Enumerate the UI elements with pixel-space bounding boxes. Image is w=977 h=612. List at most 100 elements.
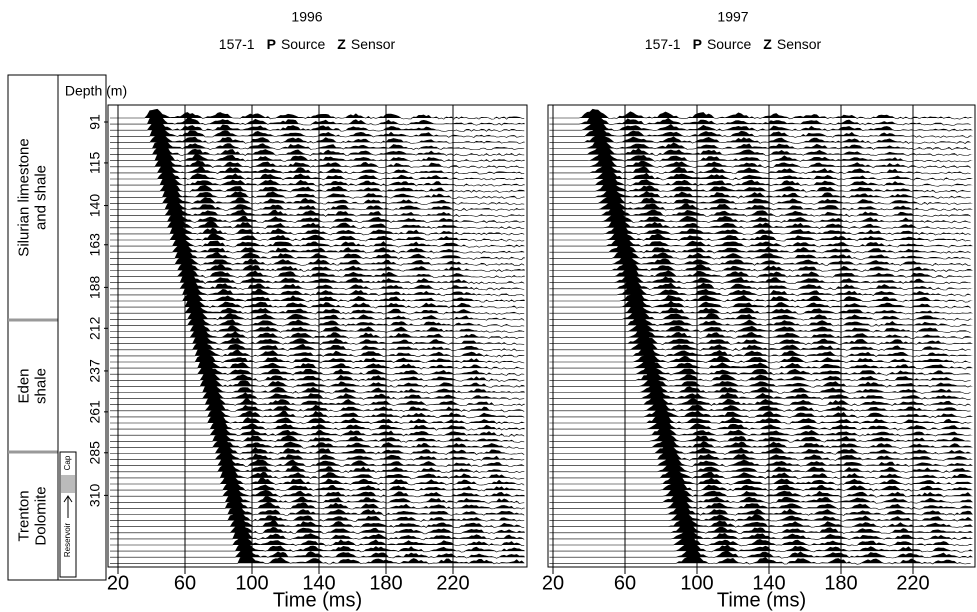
trace (549, 176, 971, 187)
trace (110, 296, 525, 309)
trace-fill (110, 406, 525, 417)
trace-fill (549, 486, 973, 497)
trace (110, 438, 525, 449)
trace-fill (110, 536, 525, 545)
trace-fill (110, 267, 525, 277)
trace (110, 359, 525, 370)
trace-fill (110, 425, 525, 436)
trace (549, 541, 971, 553)
trace-fill (110, 553, 525, 564)
trace (549, 370, 971, 382)
trace-fill (549, 357, 973, 369)
trace (549, 412, 971, 425)
trace (110, 414, 525, 425)
trace-fill (549, 493, 973, 503)
trace (110, 309, 525, 321)
trace (110, 487, 525, 498)
panel-subtitle: 157-1 P Source Z Sensor (645, 36, 822, 52)
depth-tick-label: 261 (87, 400, 103, 424)
trace (110, 224, 525, 236)
trace (110, 199, 525, 212)
trace-fill (549, 505, 973, 515)
trace (549, 547, 971, 559)
panel-year: 1996 (291, 9, 322, 25)
trace (110, 291, 525, 303)
trace (110, 347, 525, 358)
trace-fill (549, 231, 973, 240)
formation-column (7, 74, 59, 581)
trace (549, 267, 971, 279)
trace-fill (110, 291, 525, 301)
trace (549, 389, 971, 401)
trace-fill (549, 352, 973, 362)
trace-fill (110, 224, 525, 234)
trace (110, 340, 525, 352)
trace (549, 382, 971, 394)
trace (110, 138, 525, 151)
trace (549, 212, 971, 224)
subtitle-part: 157-1 (645, 36, 681, 52)
trace (110, 108, 525, 120)
trace-fill (110, 347, 525, 356)
subtitle-part: Source (707, 36, 752, 52)
trace-fill (549, 426, 973, 436)
time-tick-label: 140 (752, 572, 785, 594)
traces (549, 108, 973, 565)
time-tick-label: 60 (174, 572, 196, 594)
trace (549, 225, 971, 236)
traces (110, 108, 525, 565)
trace (110, 406, 525, 419)
trace (110, 205, 525, 218)
trace (549, 329, 971, 340)
subtitle-part: Sensor (777, 36, 822, 52)
trace (549, 364, 971, 376)
trace (549, 309, 971, 321)
trace (110, 279, 525, 291)
trace (110, 317, 525, 327)
trace-fill (549, 553, 973, 564)
trace (549, 493, 971, 504)
trace (110, 322, 525, 333)
time-tick-label: 140 (302, 572, 335, 594)
trace-fill (110, 109, 525, 118)
trace-fill (549, 243, 973, 253)
trace-fill (549, 225, 973, 234)
trace (110, 552, 525, 565)
trace (110, 212, 525, 224)
trace (549, 108, 971, 120)
trace (110, 272, 525, 285)
trace-fill (110, 304, 525, 314)
trace (549, 357, 971, 370)
trace (549, 156, 971, 169)
trace (110, 492, 525, 504)
subtitle-part: Z (763, 36, 772, 52)
trace-fill (549, 267, 973, 277)
trace-fill (549, 511, 973, 521)
depth-tick-label: 212 (87, 316, 103, 340)
trace (110, 194, 525, 205)
trace (110, 462, 525, 474)
time-tick-label: 60 (614, 572, 636, 594)
trace (549, 455, 971, 467)
trace-fill (549, 297, 973, 308)
trace (110, 126, 525, 138)
formation-label: shale (32, 368, 49, 404)
trace (549, 335, 971, 346)
trace (110, 547, 525, 559)
trace-fill (549, 285, 973, 295)
depth-tick-label: 237 (87, 359, 103, 383)
trace (110, 504, 525, 516)
trace (110, 242, 525, 254)
trace-fill (110, 365, 525, 375)
trace (549, 419, 971, 431)
trace-fill (549, 340, 973, 350)
trace-fill (110, 359, 525, 369)
trace (549, 316, 971, 327)
trace-fill (549, 406, 973, 417)
trace (549, 243, 971, 254)
trace-fill (549, 310, 973, 320)
depth-tick-label: 91 (87, 114, 103, 130)
trace-fill (549, 401, 973, 411)
trace-fill (549, 469, 973, 478)
trace-fill (549, 144, 973, 155)
